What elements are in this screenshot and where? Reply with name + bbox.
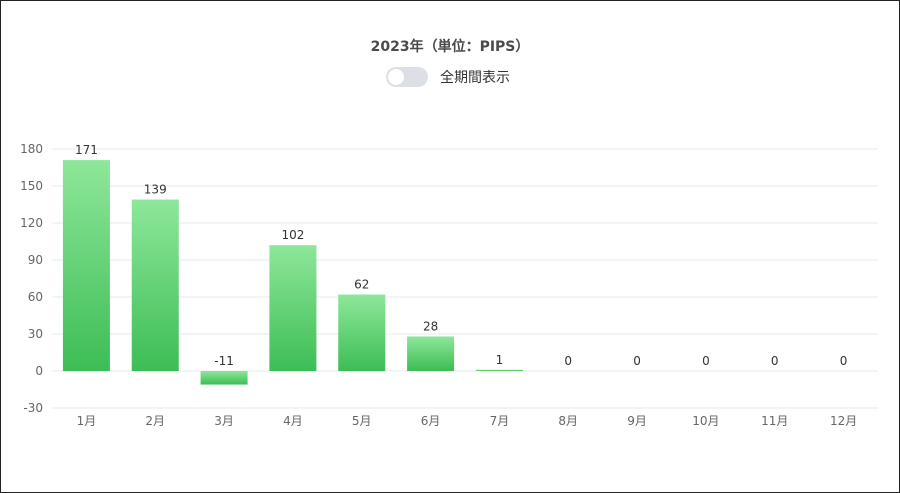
data-label: 0 — [633, 354, 641, 368]
data-label: 0 — [840, 354, 848, 368]
y-axis: 180 150 120 90 60 30 0 -30 — [20, 142, 43, 415]
bar — [62, 160, 110, 371]
all-period-toggle[interactable] — [386, 67, 428, 87]
bar — [407, 336, 455, 371]
bars — [62, 160, 523, 385]
x-axis: 1月 2月 3月 4月 5月 6月 7月 8月 9月 10月 11月 12月 — [77, 414, 858, 428]
y-tick-label: 60 — [28, 290, 43, 304]
y-tick-label: 150 — [20, 179, 43, 193]
data-label: 0 — [564, 354, 572, 368]
x-tick-label: 10月 — [692, 414, 719, 428]
bar — [269, 245, 317, 371]
x-tick-label: 4月 — [283, 414, 303, 428]
x-tick-label: 2月 — [145, 414, 165, 428]
x-tick-label: 5月 — [352, 414, 372, 428]
x-tick-label: 8月 — [558, 414, 578, 428]
y-tick-label: -30 — [23, 401, 43, 415]
data-label: -11 — [214, 354, 234, 368]
y-tick-label: 90 — [28, 253, 43, 267]
bar — [200, 371, 248, 385]
bar — [131, 199, 179, 371]
grid-lines — [52, 148, 878, 409]
x-tick-label: 6月 — [421, 414, 441, 428]
bar — [338, 294, 386, 371]
data-label: 62 — [354, 278, 369, 292]
y-tick-label: 30 — [28, 327, 43, 341]
x-tick-label: 11月 — [761, 414, 788, 428]
data-label: 171 — [75, 143, 98, 157]
x-tick-label: 9月 — [627, 414, 647, 428]
x-tick-label: 3月 — [214, 414, 234, 428]
x-tick-label: 12月 — [830, 414, 857, 428]
all-period-toggle-row[interactable]: 全期間表示 — [386, 66, 510, 88]
y-tick-label: 180 — [20, 142, 43, 156]
x-tick-label: 7月 — [490, 414, 510, 428]
x-tick-label: 1月 — [77, 414, 97, 428]
chart-title: 2023年（単位：PIPS） — [370, 39, 530, 55]
y-tick-label: 0 — [35, 364, 43, 378]
data-label: 0 — [702, 354, 710, 368]
toggle-label: 全期間表示 — [440, 70, 510, 86]
data-label: 1 — [496, 353, 504, 367]
bar — [475, 369, 523, 371]
data-label: 139 — [144, 183, 167, 197]
data-label: 102 — [281, 228, 304, 242]
data-label: 28 — [423, 319, 438, 333]
y-tick-label: 120 — [20, 216, 43, 230]
toggle-knob — [388, 69, 404, 85]
data-label: 0 — [771, 354, 779, 368]
data-labels: 171 139 -11 102 62 28 1 0 0 0 0 0 — [75, 143, 847, 368]
